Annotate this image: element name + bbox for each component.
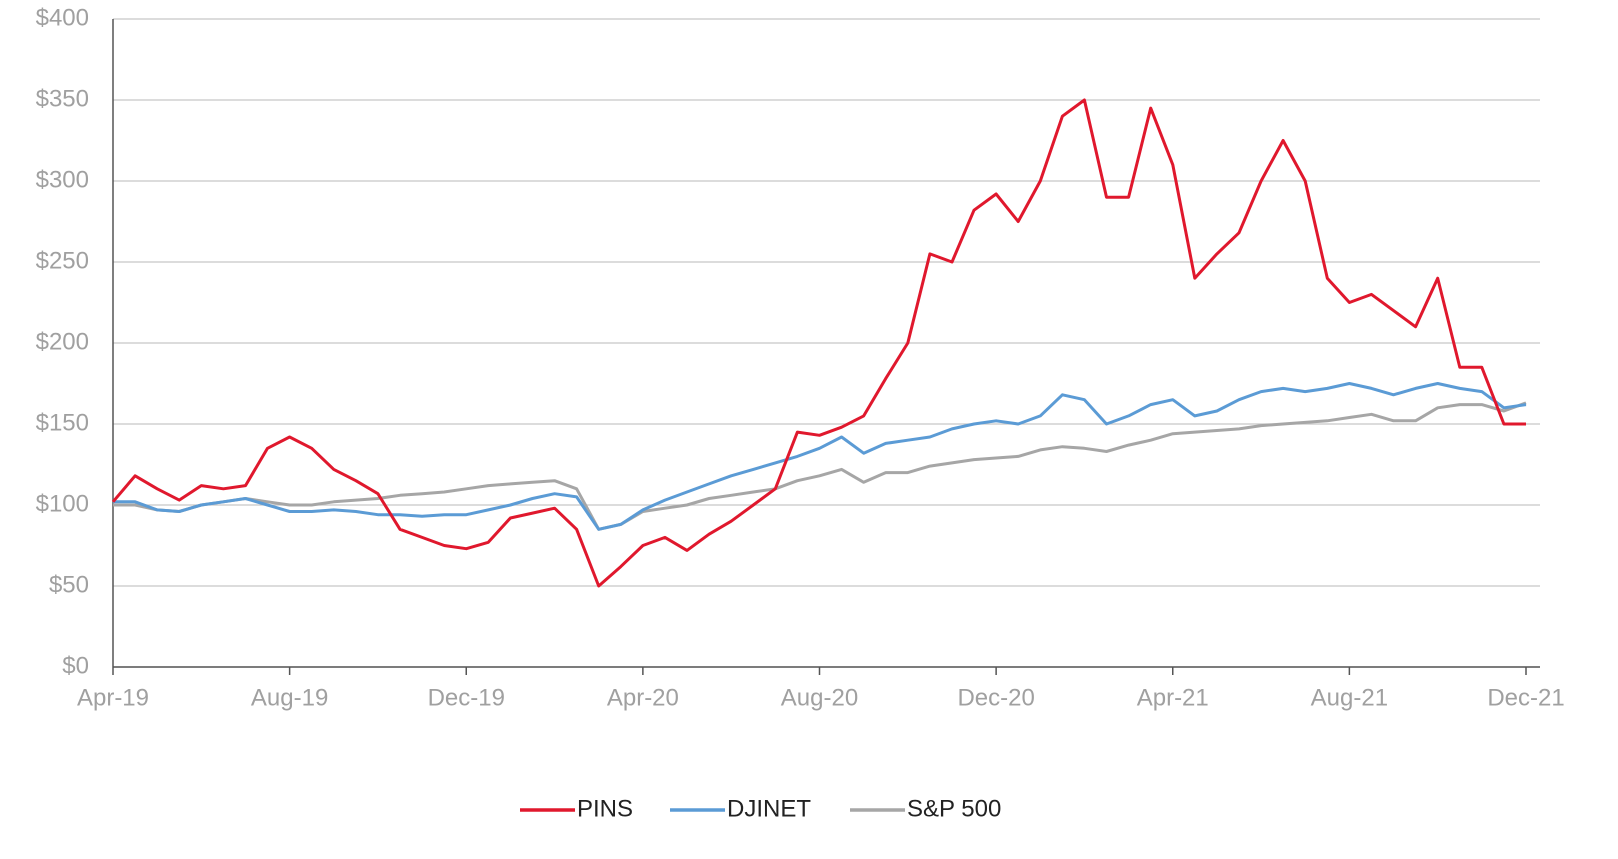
series-line: [113, 382, 1527, 531]
y-tick-label: $150: [36, 409, 89, 436]
y-tick-label: $50: [49, 571, 89, 598]
x-tick-label: Apr-21: [1137, 684, 1209, 711]
x-tick-label: Aug-20: [781, 684, 858, 711]
x-tick-label: Dec-20: [957, 684, 1034, 711]
y-tick-label: $350: [36, 85, 89, 112]
y-tick-label: $100: [36, 490, 89, 517]
y-tick-label: $0: [62, 652, 89, 679]
legend-label: PINS: [577, 795, 633, 822]
y-tick-label: $400: [36, 4, 89, 31]
x-tick-label: Dec-21: [1487, 684, 1564, 711]
x-tick-label: Apr-19: [77, 684, 149, 711]
x-tick-label: Aug-19: [251, 684, 328, 711]
x-tick-label: Aug-21: [1311, 684, 1388, 711]
series-line: [113, 401, 1527, 531]
y-tick-label: $250: [36, 247, 89, 274]
y-tick-label: $200: [36, 328, 89, 355]
legend-label: S&P 500: [907, 795, 1001, 822]
y-tick-label: $300: [36, 166, 89, 193]
series-line: [111, 98, 1526, 588]
legend-label: DJINET: [727, 795, 811, 822]
x-tick-label: Dec-19: [428, 684, 505, 711]
x-tick-label: Apr-20: [607, 684, 679, 711]
